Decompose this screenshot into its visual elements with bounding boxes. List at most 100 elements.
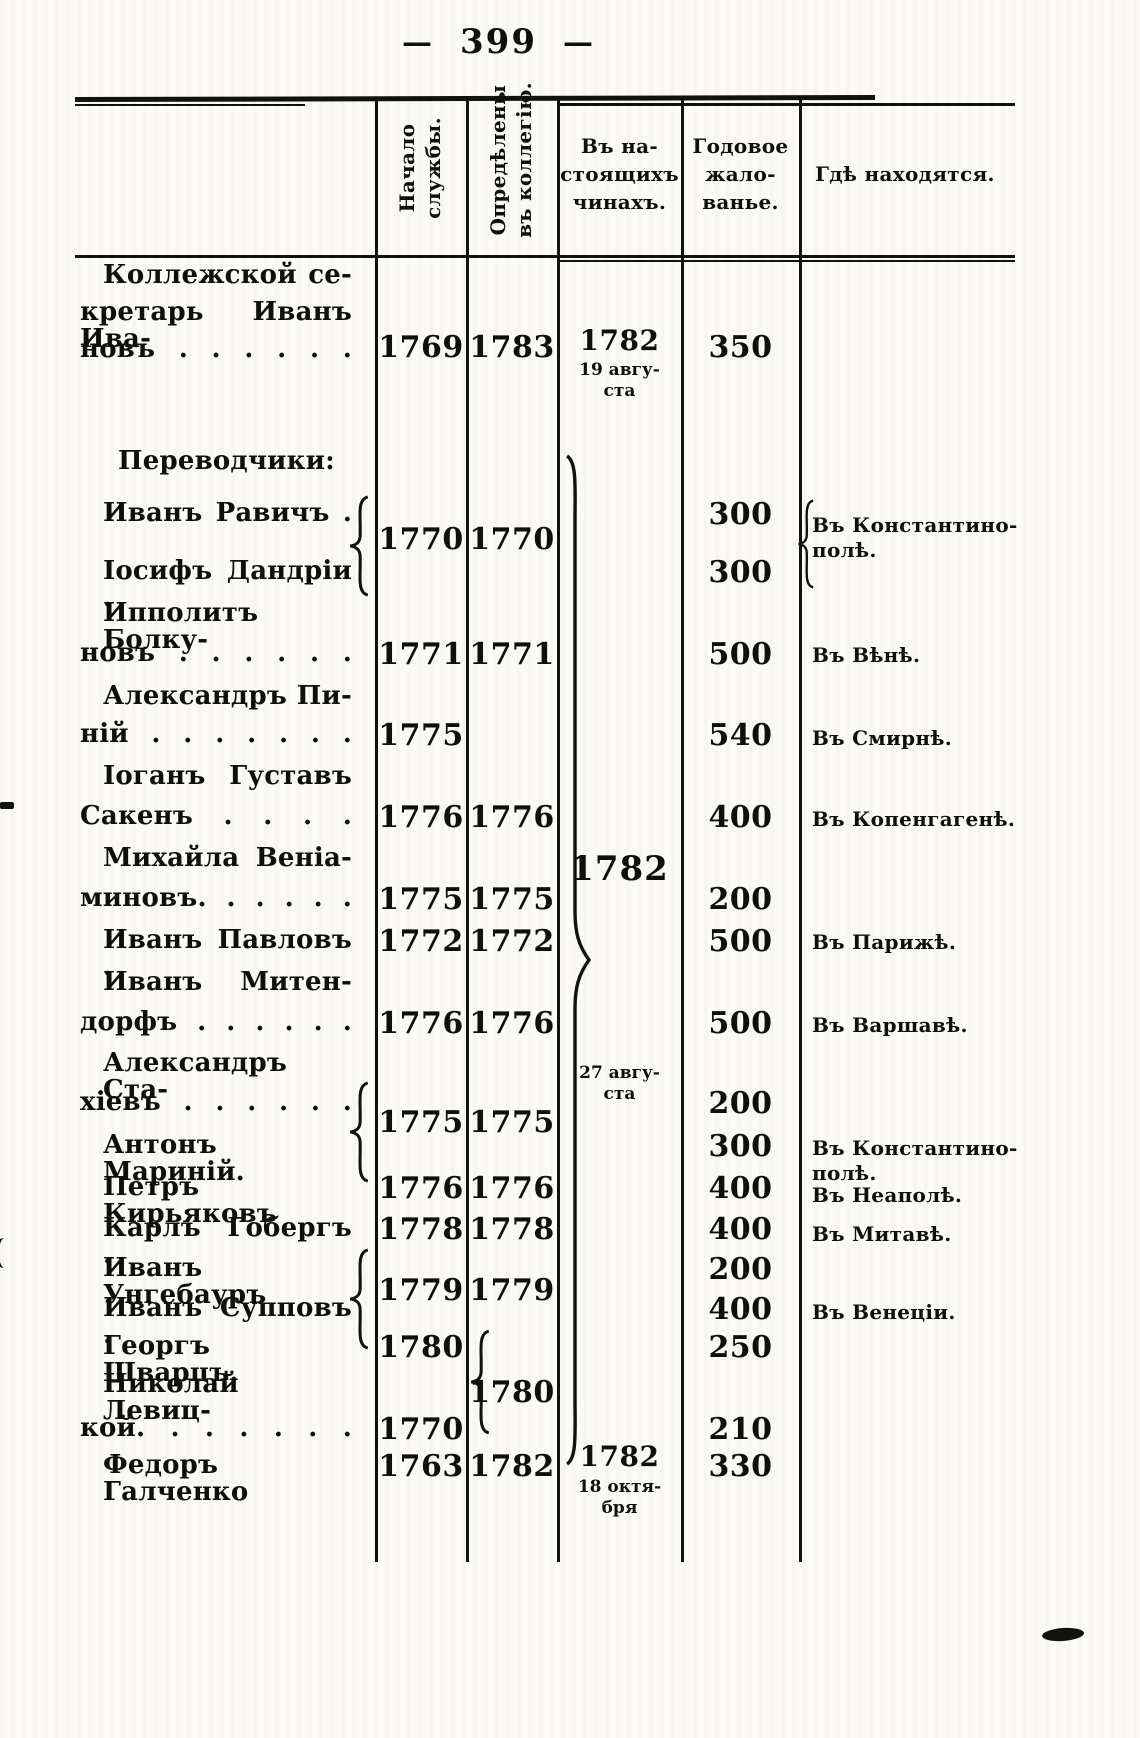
- rank-year: 1782: [579, 324, 660, 357]
- service-start-value: 1769: [378, 330, 464, 365]
- name-line: Александръ Пи-: [103, 681, 352, 711]
- ink-smudge-left-2: [0, 1238, 17, 1268]
- page-number-dash-right: —: [562, 24, 595, 60]
- header-rule-bottom-ghost: [560, 260, 1015, 262]
- location-label: Въ Парижѣ.: [812, 930, 957, 954]
- salary-value: 200: [708, 1252, 773, 1287]
- name-line: Петръ Кирьяковъ: [103, 1172, 277, 1230]
- salary-value: 330: [708, 1449, 773, 1484]
- salary-value: 500: [708, 1006, 773, 1041]
- service-start-value: 1776: [378, 1006, 464, 1041]
- rank-date: 18 октя- бря: [577, 1477, 662, 1519]
- service-start-value: 1775: [378, 882, 464, 917]
- service-start-value: 1775: [378, 718, 464, 753]
- salary-value: 400: [708, 1212, 773, 1247]
- table-rule-top-right: [560, 103, 1015, 106]
- appointed-value: 1776: [469, 1171, 555, 1206]
- name-line: Карлъ Гобергъ .: [103, 1213, 352, 1271]
- appointed-value: 1772: [469, 924, 555, 959]
- appointed-value: 1770: [469, 522, 555, 557]
- column-rule-5: [799, 100, 802, 1562]
- salary-value: 400: [708, 1292, 773, 1327]
- salary-value: 500: [708, 924, 773, 959]
- table-rule-top-ghost: [75, 104, 305, 106]
- salary-value: 350: [708, 330, 773, 365]
- name-line: новъ . . . . . .: [80, 638, 352, 668]
- location-label: Въ Неаполѣ.: [812, 1183, 963, 1207]
- name-line: хіевъ . . . . . .: [80, 1087, 352, 1117]
- name-line: Иванъ Павловъ .: [103, 925, 352, 983]
- name-line: Иванъ Равичъ .: [103, 498, 352, 528]
- salary-value: 210: [708, 1412, 773, 1447]
- salary-value: 300: [708, 555, 773, 590]
- section-title: Переводчики:: [118, 446, 335, 476]
- appointed-value: 1776: [469, 1006, 555, 1041]
- appointed-value: 1771: [469, 637, 555, 672]
- location-label: Въ Константино- полѣ.: [812, 513, 1018, 562]
- service-start-value: 1776: [378, 1171, 464, 1206]
- location-label: Въ Митавѣ.: [812, 1222, 952, 1246]
- pair-brace: [350, 1248, 369, 1350]
- salary-value: 300: [708, 497, 773, 532]
- service-start-value: 1771: [378, 637, 464, 672]
- ink-smudge-left-1: [0, 802, 14, 809]
- name-line: Ипполитъ Болку-: [103, 598, 259, 656]
- name-line: Федоръ Галченко: [103, 1450, 249, 1508]
- page-number: 399: [460, 22, 537, 62]
- name-line: Николай Левиц-: [103, 1369, 239, 1427]
- name-line: Антонъ Мариній.: [103, 1130, 245, 1188]
- group-rank-year: 1782: [570, 849, 669, 889]
- service-start-value: 1776: [378, 800, 464, 835]
- name-line: Иванъ Супповъ .: [103, 1293, 352, 1351]
- service-start-value: 1775: [378, 1105, 464, 1140]
- column-rule-1: [375, 100, 378, 1562]
- name-line: Михайла Веніа-: [103, 843, 352, 873]
- name-line: кретарь Иванъ Ива-: [80, 297, 352, 355]
- salary-value: 250: [708, 1330, 773, 1365]
- appointed-value: 1783: [469, 330, 555, 365]
- column-header-location: Гдѣ находятся.: [815, 162, 995, 186]
- name-line: Іосифъ Дандріи .: [103, 556, 352, 614]
- appointed-value: 1780: [469, 1375, 555, 1410]
- page-number-block: — 399 —: [402, 22, 595, 62]
- pair-brace: [350, 1081, 369, 1183]
- appointed-value: 1779: [469, 1273, 555, 1308]
- location-label: Въ Смирнѣ.: [812, 726, 952, 750]
- location-label: Въ Вѣнѣ.: [812, 643, 921, 667]
- rank-year: 1782: [579, 1440, 660, 1473]
- ink-smudge-bottom-right: [1041, 1626, 1085, 1643]
- name-line: ній . . . . . . .: [80, 719, 352, 749]
- name-line: новъ . . . . . .: [80, 334, 352, 364]
- location-label: Въ Константино- полѣ.: [812, 1136, 1018, 1185]
- pair-brace: [471, 1329, 490, 1435]
- name-line: Иванъ Унгебауръ: [103, 1253, 267, 1311]
- appointed-value: 1778: [469, 1212, 555, 1247]
- name-line: Іоганъ Густавъ: [103, 761, 352, 791]
- rank-date: 19 авгу- ста: [579, 360, 660, 402]
- column-header-current-rank: Въ на- стоящихъ чинахъ.: [560, 134, 679, 214]
- name-line: Александръ Ста-: [103, 1048, 287, 1106]
- salary-value: 540: [708, 718, 773, 753]
- service-start-value: 1778: [378, 1212, 464, 1247]
- service-start-value: 1779: [378, 1273, 464, 1308]
- column-header-appointed: Опредѣлены въ коллегію.: [486, 82, 536, 238]
- appointed-value: 1775: [469, 1105, 555, 1140]
- appointed-value: 1775: [469, 882, 555, 917]
- name-line: Иванъ Митен-: [103, 967, 352, 997]
- location-label: Въ Копенгагенѣ.: [812, 807, 1016, 831]
- pair-brace: [350, 495, 369, 597]
- location-brace: [798, 499, 814, 589]
- name-line: дорфъ . . . . . .: [80, 1007, 352, 1037]
- name-line: Сакенъ . . . .: [80, 801, 352, 831]
- appointed-value: 1782: [469, 1449, 555, 1484]
- salary-value: 500: [708, 637, 773, 672]
- service-start-value: 1772: [378, 924, 464, 959]
- service-start-value: 1770: [378, 522, 464, 557]
- name-line: миновъ. . . . . .: [80, 883, 352, 913]
- column-header-salary: Годовое жало- ванье.: [692, 134, 789, 214]
- salary-value: 400: [708, 1171, 773, 1206]
- column-rule-4: [681, 100, 684, 1562]
- service-start-value: 1763: [378, 1449, 464, 1484]
- column-rule-3: [557, 100, 560, 1562]
